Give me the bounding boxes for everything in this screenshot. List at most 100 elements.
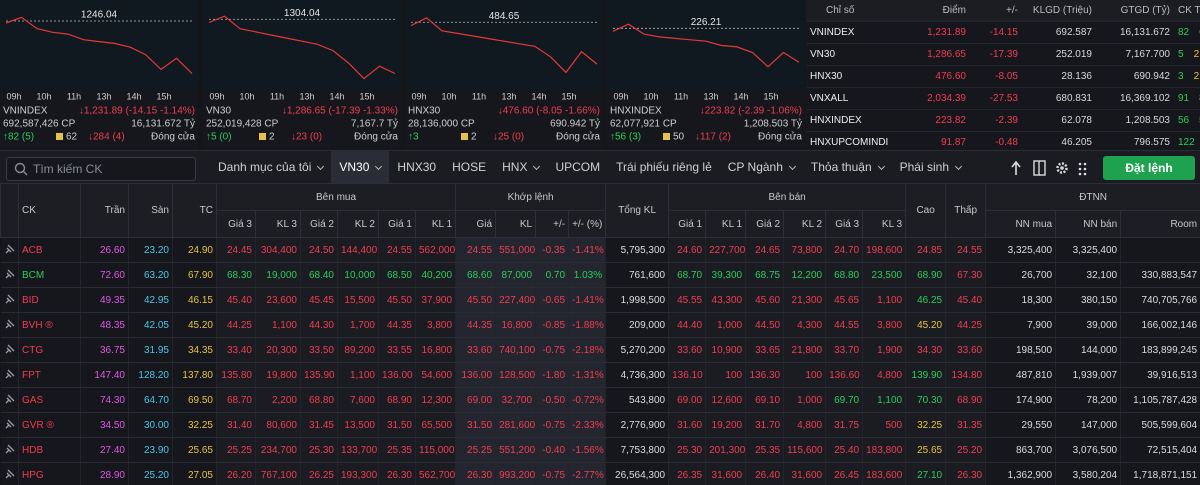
pin-shape [5, 244, 15, 253]
board-cell: 45.20 [905, 312, 947, 338]
market-tab[interactable]: Danh mục của tôi [210, 151, 331, 184]
stock-row[interactable]: FPT 147.40 128.20 137.80 135.80 19,800 135.90 1… [0, 362, 1200, 388]
x-tick-label: 09h [613, 91, 628, 101]
board-cell: 46.15 [172, 287, 217, 313]
trade-value: 690.942 Tỷ [550, 118, 600, 130]
index-row[interactable]: VNINDEX 1,231.89 -14.15 692.587 16,131.672 82… [806, 21, 1200, 44]
volume: 692,587,426 CP [3, 119, 76, 130]
board-cell: 281,600 [495, 412, 537, 438]
market-tab[interactable]: HOSE [452, 160, 487, 174]
index-header-cell: +/- [970, 0, 1022, 22]
board-cell: 1,998,500 [605, 287, 670, 313]
pin-shape [5, 319, 15, 328]
pin-shape [5, 269, 15, 278]
board-cell: 54,600 [415, 362, 457, 388]
mini-chart-panel: 226.21 09h 10h 11h 13h 14h 15h HNXINDEX ↓223.82 … [607, 0, 805, 150]
index-volume: 28.136 [1022, 65, 1096, 88]
ticker: BCM [18, 262, 81, 288]
toolbar-icons[interactable] [1010, 159, 1096, 177]
order-button[interactable]: Đặt lệnh [1103, 156, 1195, 180]
board-cell: 45.60 [745, 287, 785, 313]
board-cell: 44.35 [455, 312, 497, 338]
market-tab[interactable]: HNX30 [397, 160, 437, 174]
x-tick-label: 14h [733, 91, 748, 101]
market-tab[interactable]: Trái phiếu riêng lẻ [616, 160, 712, 174]
board-cell: 16,800 [495, 312, 537, 338]
sub-header: KL [495, 210, 537, 238]
index-header-cell: GTGD (Tỷ) [1096, 0, 1174, 22]
index-name: VNINDEX [3, 106, 48, 117]
board-cell: 44.40 [668, 312, 707, 338]
board-cell: 304,400 [255, 237, 301, 263]
unchanged-icon [663, 133, 670, 140]
board-cell: 209,000 [605, 312, 670, 338]
index-row[interactable]: HNXUPCOMINDI91.87-0.4846.205796.57512210… [806, 131, 1200, 150]
index-body: VNINDEX 1,231.89 -14.15 692.587 16,131.672 82… [806, 21, 1200, 150]
board-cell: 31,600 [705, 462, 747, 485]
market-tab[interactable]: CP Ngành [720, 151, 803, 184]
market-tab[interactable]: HNX [494, 151, 547, 184]
index-line [5, 16, 193, 75]
stock-row[interactable]: BID 49.35 42.95 46.15 45.40 23,600 45.45 15,500… [0, 287, 1200, 313]
board-cell: 80,600 [255, 412, 301, 438]
index-value: 690.942 [1096, 65, 1174, 88]
ticker: HDB [18, 437, 81, 463]
pin-cell [0, 237, 19, 263]
index-row[interactable]: VNXALL2,034.39-27.53680.83116,369.102918… [806, 87, 1200, 110]
volume: 62,077,921 CP [610, 119, 677, 130]
board-cell: 32,100 [1055, 262, 1122, 288]
index-volume: 692.587 [1022, 21, 1096, 44]
trade-value: 16,131.672 Tỷ [131, 118, 195, 130]
group-header: Tổng KL [605, 183, 670, 238]
sub-header: KL 2 [337, 210, 379, 238]
index-header-cell: KLGD (Triệu) [1022, 0, 1096, 22]
board-cell: 144,400 [337, 237, 379, 263]
stock-row[interactable]: ACB 26.60 23.20 24.90 24.45 304,400 24.50 144,4… [0, 237, 1200, 263]
group-header: Bên mua [215, 183, 457, 211]
board-cell: 24.55 [455, 237, 497, 263]
index-change: ↓1,286.65 (-17.39 -1.33%) [282, 106, 398, 117]
stock-row[interactable]: BCM 72.60 63.20 67.90 68.30 19,000 68.40 10,000… [0, 262, 1200, 288]
market-tab[interactable]: UPCOM [555, 160, 601, 174]
board-cell: 24.70 [825, 237, 864, 263]
board-cell: 1.03% [568, 262, 607, 288]
advancers: ↑82 (5) [3, 132, 34, 143]
board-cell: 487,810 [985, 362, 1057, 388]
reference-label: 226.21 [691, 17, 722, 28]
board-cell: 25.20 [945, 437, 987, 463]
board-cell: 1,100 [337, 362, 379, 388]
board-cell: 49.35 [80, 287, 129, 313]
index-name: HNXINDEX [610, 106, 662, 117]
index-volume: 62.078 [1022, 109, 1096, 132]
x-tick-label: 14h [329, 91, 344, 101]
unchanged: 2 [1193, 49, 1200, 60]
board-cell: 227,400 [495, 287, 537, 313]
board-cell: 139.90 [905, 362, 947, 388]
board-cell: -2.33% [568, 412, 607, 438]
stock-row[interactable]: GAS 74.30 64.70 69.50 68.70 2,200 68.80 7,600 68… [0, 387, 1200, 413]
board-cell: 24.55 [945, 237, 987, 263]
board-cell: 21,800 [783, 337, 827, 363]
stock-row[interactable]: BVH ® 48.35 42.05 45.20 44.25 1,100 44.30 1,700… [0, 312, 1200, 338]
board-cell: 100 [705, 362, 747, 388]
stock-row[interactable]: HDB 27.40 23.90 25.65 25.25 234,700 25.30 133,7… [0, 437, 1200, 463]
market-tab[interactable]: Thỏa thuận [803, 151, 892, 184]
x-tick-label: 15h [763, 91, 778, 101]
unchanged-icon [56, 133, 63, 140]
market-tab[interactable]: VN30 [331, 151, 390, 184]
stock-row[interactable]: HPG 28.90 25.20 27.05 26.20 767,100 26.25 193,3… [0, 462, 1200, 485]
pin-shape [5, 444, 15, 453]
stock-row[interactable]: CTG 36.75 31.95 34.35 33.40 20,300 33.50 89,200… [0, 337, 1200, 363]
board-cell: -0.72% [568, 387, 607, 413]
board-cell: 12,600 [705, 387, 747, 413]
stock-row[interactable]: GVR ® 34.50 30.00 32.25 31.40 80,600 31.45 13,5… [0, 412, 1200, 438]
search-box[interactable]: Tìm kiếm CK [6, 157, 196, 181]
decliners: ↓25 (0) [493, 132, 524, 143]
board-cell: 45.40 [216, 287, 256, 313]
market-tab[interactable]: Phái sinh [892, 151, 969, 184]
